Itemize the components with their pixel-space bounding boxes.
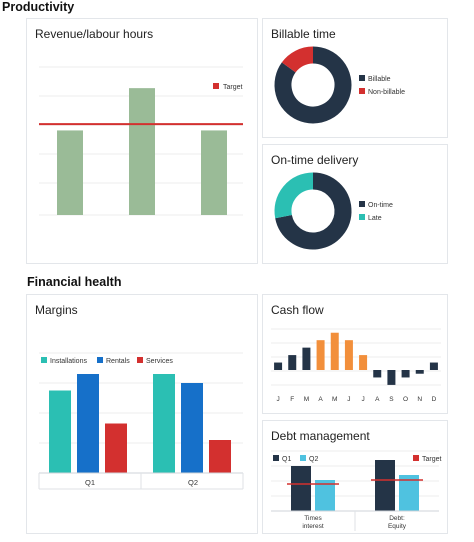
- billable-chart: Billable Non-billable: [274, 46, 405, 124]
- cashflow-bar: [302, 347, 311, 370]
- margins-category-label: Q2: [188, 478, 198, 487]
- billable-legend-label: Non-billable: [368, 89, 405, 96]
- billable-slice: [274, 46, 352, 124]
- billable-chart-title: Billable time: [271, 27, 336, 41]
- debt-panel: Debt management Times interest Debt: Equity…: [262, 420, 448, 534]
- debt-bar: [315, 480, 335, 511]
- cashflow-chart-title: Cash flow: [271, 303, 324, 317]
- margins-bar: [181, 383, 203, 473]
- debt-category-label: interest: [302, 523, 324, 530]
- margins-legend-label: Services: [146, 358, 173, 365]
- margins-legend-label: Rentals: [106, 358, 130, 365]
- debt-bar: [291, 466, 311, 511]
- cashflow-month-label: N: [417, 396, 422, 403]
- margins-panel: Margins Q1 Q2 Installations Rentals Services: [26, 294, 258, 534]
- debt-legend-swatch: [300, 455, 306, 461]
- ontime-slice: [274, 172, 314, 219]
- margins-chart-title: Margins: [35, 303, 78, 317]
- debt-category-label: Equity: [388, 523, 407, 530]
- margins-bar: [49, 390, 71, 473]
- cashflow-bar: [330, 332, 339, 370]
- margins-legend-swatch: [137, 357, 143, 363]
- cashflow-bar: [401, 370, 410, 378]
- debt-category-label: Times: [304, 515, 322, 522]
- cashflow-month-label: O: [403, 396, 408, 403]
- debt-bar: [375, 460, 395, 511]
- revenue-bar: [129, 88, 155, 215]
- margins-bar: [209, 440, 231, 473]
- margins-bar: [105, 423, 127, 473]
- cashflow-month-label: F: [290, 396, 294, 403]
- cashflow-month-label: J: [361, 396, 364, 403]
- margins-legend-swatch: [41, 357, 47, 363]
- debt-legend-label: Q2: [309, 456, 318, 463]
- margins-legend-swatch: [97, 357, 103, 363]
- debt-chart-title: Debt management: [271, 429, 370, 443]
- cashflow-month-label: A: [318, 396, 323, 403]
- revenue-chart-title: Revenue/labour hours: [35, 27, 154, 41]
- debt-legend-swatch: [273, 455, 279, 461]
- ontime-legend-label: On-time: [368, 202, 393, 209]
- ontime-chart-title: On-time delivery: [271, 153, 359, 167]
- cashflow-bar: [316, 340, 325, 370]
- cashflow-month-label: M: [332, 396, 337, 403]
- debt-legend-swatch-target: [413, 455, 419, 461]
- cashflow-month-label: J: [347, 396, 350, 403]
- section-title-productivity: Productivity: [2, 0, 75, 14]
- ontime-chart: On-time Late: [274, 172, 393, 250]
- legend-label-target: Target: [223, 84, 243, 91]
- debt-bar: [399, 475, 419, 511]
- cashflow-bar: [274, 362, 283, 370]
- legend-swatch-target: [213, 83, 219, 89]
- margins-legend-label: Installations: [50, 358, 87, 365]
- cashflow-bar: [429, 362, 438, 370]
- cashflow-bar: [344, 340, 353, 370]
- ontime-panel: On-time delivery On-time Late: [262, 144, 448, 264]
- cashflow-panel: Cash flow J F M A M J J A S O N D: [262, 294, 448, 414]
- revenue-bar: [57, 130, 83, 215]
- revenue-panel: Revenue/labour hours Target: [26, 18, 258, 264]
- billable-legend-swatch: [359, 75, 365, 81]
- revenue-chart: Target: [39, 66, 243, 216]
- cashflow-month-label: J: [276, 396, 279, 403]
- billable-legend-swatch: [359, 88, 365, 94]
- billable-slice: [281, 46, 314, 73]
- billable-panel: Billable time Billable Non-billable: [262, 18, 448, 138]
- margins-bar: [77, 374, 99, 473]
- cashflow-bar: [373, 370, 382, 378]
- billable-legend-label: Billable: [368, 76, 391, 83]
- margins-bar: [153, 374, 175, 473]
- cashflow-bar: [288, 355, 297, 370]
- ontime-slice: [275, 172, 352, 250]
- cashflow-bar: [359, 355, 368, 370]
- ontime-legend-label: Late: [368, 215, 382, 222]
- cashflow-month-label: A: [375, 396, 380, 403]
- ontime-legend-swatch: [359, 214, 365, 220]
- cashflow-bar: [415, 370, 424, 374]
- section-title-financial-health: Financial health: [27, 275, 122, 289]
- cashflow-month-label: S: [389, 396, 394, 403]
- debt-category-label: Debt:: [389, 515, 405, 522]
- debt-legend-label-target: Target: [422, 456, 442, 463]
- margins-category-label: Q1: [85, 478, 95, 487]
- ontime-legend-swatch: [359, 201, 365, 207]
- cashflow-month-label: D: [432, 396, 437, 403]
- cashflow-bar: [387, 370, 396, 385]
- debt-legend-label: Q1: [282, 456, 291, 463]
- cashflow-month-label: M: [304, 396, 309, 403]
- revenue-bar: [201, 130, 227, 215]
- margins-chart: Q1 Q2 Installations Rentals Services: [38, 352, 244, 490]
